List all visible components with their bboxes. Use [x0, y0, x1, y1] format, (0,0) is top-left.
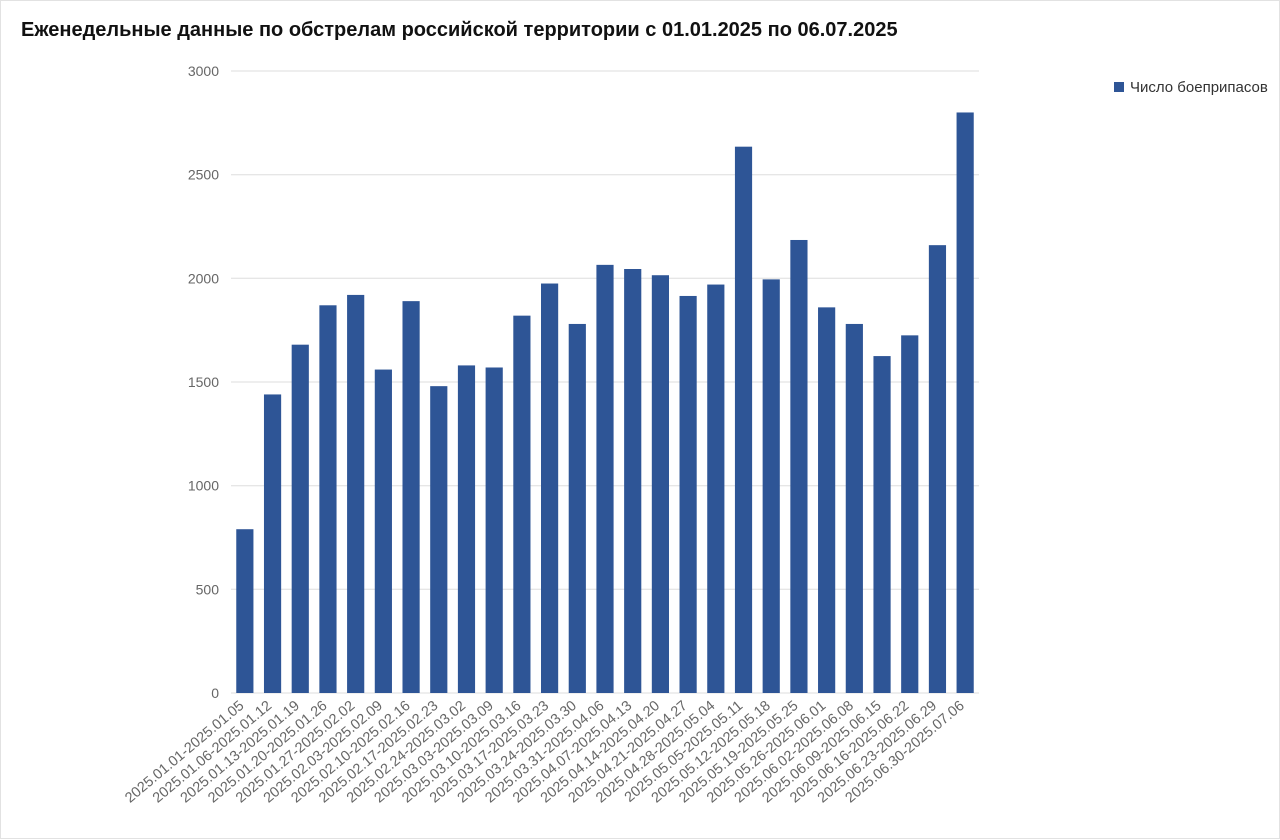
svg-text:500: 500 — [196, 581, 220, 597]
svg-text:0: 0 — [211, 685, 219, 701]
svg-text:3000: 3000 — [188, 63, 219, 79]
svg-text:1000: 1000 — [188, 478, 219, 494]
svg-text:1500: 1500 — [188, 374, 219, 390]
svg-text:2000: 2000 — [188, 270, 219, 286]
svg-text:2500: 2500 — [188, 167, 219, 183]
